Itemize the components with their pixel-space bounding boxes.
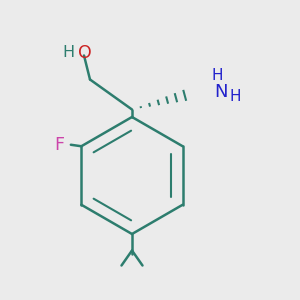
Text: O: O: [78, 44, 92, 62]
Text: N: N: [214, 82, 227, 100]
Text: H: H: [63, 45, 75, 60]
Text: H: H: [212, 68, 223, 82]
Text: H: H: [229, 88, 241, 104]
Text: F: F: [54, 136, 64, 154]
